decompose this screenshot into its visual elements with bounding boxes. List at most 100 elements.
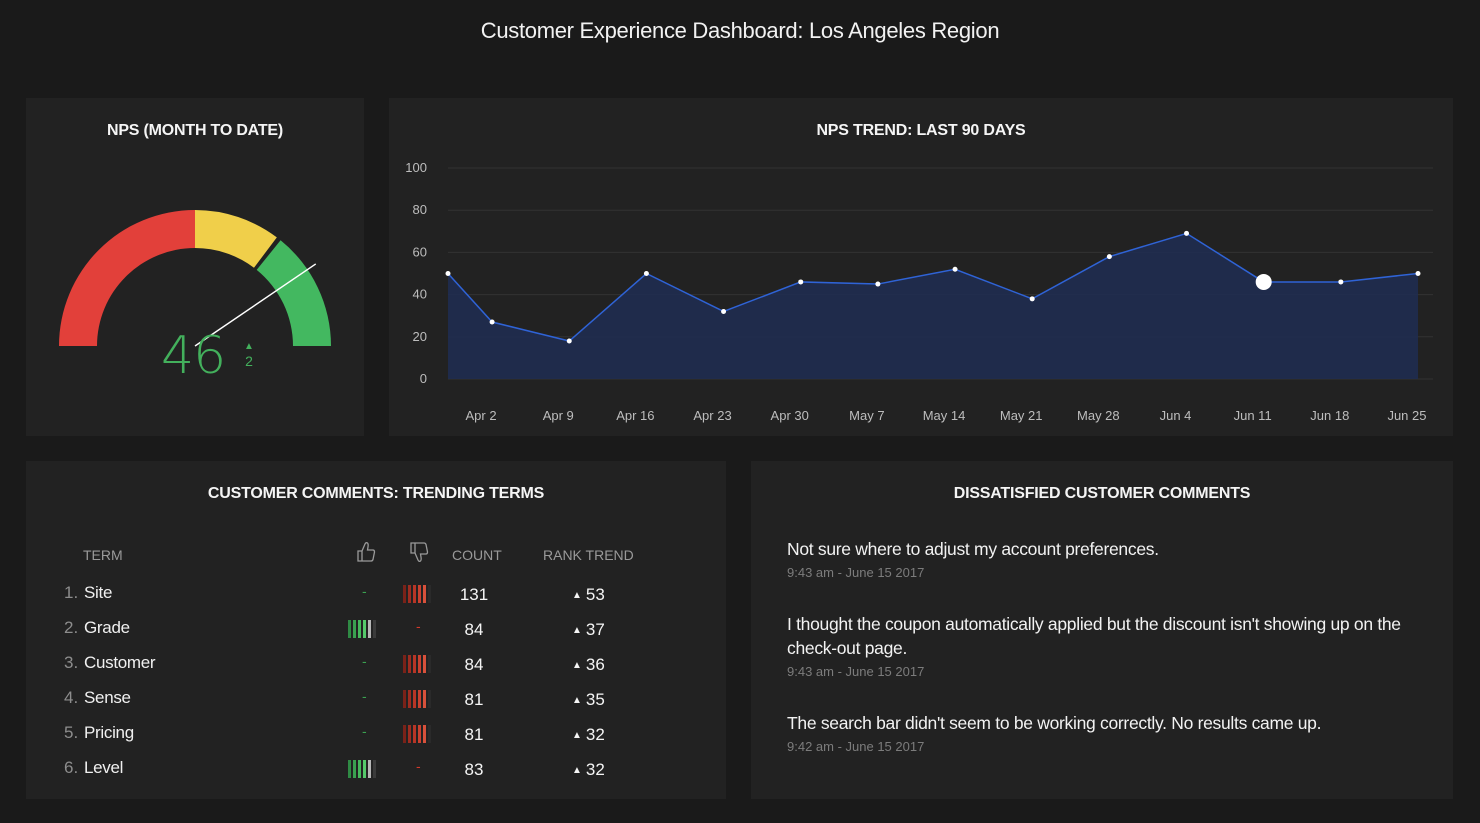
bar-segment [428,585,431,603]
rank-trend-value: 32 [585,760,605,779]
term-count: 81 [464,690,484,709]
negative-bars [403,690,431,708]
term-row[interactable]: 4. Sense - 81 ▲ 35 [26,684,726,719]
comment-item[interactable]: Not sure where to adjust my account pref… [787,537,1427,580]
terms-panel: CUSTOMER COMMENTS: TRENDING TERMS TERM C… [26,461,726,799]
bar-segment [373,760,376,778]
trend-point [445,271,451,276]
up-triangle-icon: ▲ [572,660,582,671]
comments-panel: DISSATISFIED CUSTOMER COMMENTS Not sure … [751,461,1453,799]
bar-segment [418,655,421,673]
term-rank: 5. [64,723,79,742]
bar-segment [428,690,431,708]
bar-segment [408,655,411,673]
up-triangle-icon: ▲ [572,695,582,706]
bar-segment [423,585,426,603]
bar-segment [348,760,351,778]
nps-delta-value: 2 [245,353,253,369]
x-tick-label: Jun 11 [1234,408,1272,423]
comment-text: Not sure where to adjust my account pref… [787,539,1159,559]
count-header: COUNT [452,547,502,563]
bar-segment [363,620,366,638]
trend-line [447,232,1419,342]
trend-panel: 0 20 40 60 80 100 Apr 2 Apr 9 Apr 16 Apr 23 Apr 30… [389,98,1453,436]
rank-trend-value: 37 [585,620,605,639]
term-row[interactable]: 6. Level - 83 ▲ 32 [26,754,726,789]
trend-point [1184,230,1190,236]
term-rank: 1. [64,583,79,602]
up-triangle-icon: ▲ [572,590,582,601]
term-rank-trend: ▲ 37 [572,620,605,640]
positive-bars [348,760,376,778]
negative-dash: - [416,618,421,634]
bar-segment [403,725,406,743]
trend-point [798,279,804,285]
negative-bars [403,725,431,743]
term-count: 84 [464,655,484,674]
bar-segment [413,655,416,673]
term-name: Grade [84,618,130,637]
nps-panel-title: NPS (MONTH TO DATE) [106,122,284,139]
rank-trend-value: 32 [585,725,605,744]
x-tick-label: Apr 9 [543,408,574,423]
term-row[interactable]: 3. Customer - 84 ▲ 36 [26,649,726,684]
bar-segment [348,620,351,638]
term-rank-trend: ▲ 32 [572,760,605,780]
x-tick-label: Jun 18 [1310,408,1349,423]
thumbs-up-icon[interactable] [356,541,376,563]
term-name: Customer [84,653,156,672]
comment-item[interactable]: I thought the coupon automatically appli… [787,612,1427,679]
up-triangle-icon: ▲ [572,765,582,776]
term-rank-trend: ▲ 36 [572,655,605,675]
positive-dash: - [362,583,367,599]
trend-point-highlighted [1255,273,1272,290]
bar-segment [373,620,376,638]
bar-segment [408,690,411,708]
y-tick-label: 100 [405,160,427,175]
positive-dash: - [362,653,367,669]
rank-trend-value: 35 [585,690,605,709]
trend-point [1029,296,1035,302]
up-triangle-icon: ▲ [572,730,582,741]
term-row[interactable]: 5. Pricing - 81 ▲ 32 [26,719,726,754]
comment-item[interactable]: The search bar didn't seem to be working… [787,711,1427,754]
term-header: TERM [83,547,123,563]
trend-point [566,338,572,344]
x-tick-label: May 28 [1077,408,1120,423]
term-count: 131 [459,585,489,604]
bar-segment [413,585,416,603]
gauge-segment-red [59,210,195,346]
bar-segment [363,760,366,778]
x-tick-label: Jun 25 [1387,408,1426,423]
term-count: 84 [464,620,484,639]
bar-segment [418,585,421,603]
thumbs-down-icon[interactable] [409,541,429,563]
bar-segment [368,760,371,778]
negative-bars [403,585,431,603]
term-rank: 3. [64,653,79,672]
x-tick-label: Apr 2 [466,408,497,423]
comment-text: I thought the coupon automatically appli… [787,614,1401,658]
up-triangle-icon: ▲ [572,625,582,636]
terms-panel-title: CUSTOMER COMMENTS: TRENDING TERMS [207,485,545,502]
trend-point [489,319,495,325]
term-row[interactable]: 2. Grade - 84 ▲ 37 [26,614,726,649]
rank-trend-value: 36 [585,655,605,674]
term-name: Pricing [84,723,134,742]
trend-point [643,271,649,276]
x-tick-label: May 14 [923,408,966,423]
nps-delta: ▲ 2 [242,340,256,368]
negative-dash: - [416,758,421,774]
gauge-segment-yellow [195,210,277,268]
term-row[interactable]: 1. Site - 131 ▲ 53 [26,579,726,614]
bar-segment [418,725,421,743]
bar-segment [403,585,406,603]
term-rank-trend: ▲ 35 [572,690,605,710]
term-rank: 4. [64,688,79,707]
trend-point [875,281,881,287]
bar-segment [413,690,416,708]
gauge-needle [194,263,317,347]
bar-segment [403,690,406,708]
bar-segment [418,690,421,708]
x-tick-label: Apr 23 [693,408,731,423]
